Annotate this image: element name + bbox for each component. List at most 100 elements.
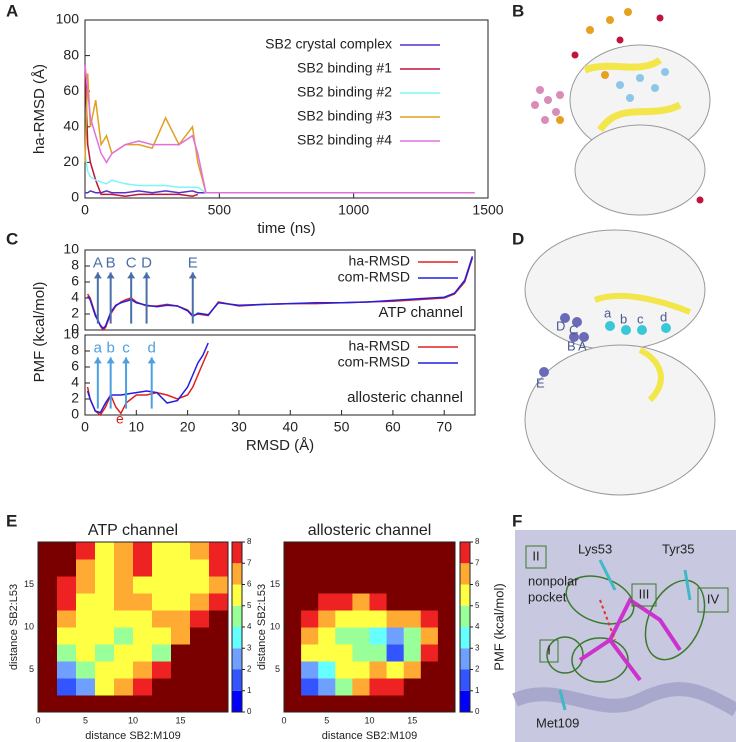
colorbar-segment xyxy=(232,648,242,670)
contour-cell xyxy=(386,559,405,577)
contour-cell xyxy=(95,559,115,577)
contour-cell xyxy=(318,542,336,560)
contour-cell xyxy=(369,559,388,577)
contour-cell xyxy=(386,627,405,645)
contour-cell xyxy=(352,593,370,611)
contour-cell xyxy=(403,593,422,611)
colorbar-tick-label: 8 xyxy=(475,537,480,546)
contour-cell xyxy=(369,593,388,611)
contour-cell xyxy=(284,678,302,696)
panel-label: E xyxy=(6,511,17,530)
contour-cell xyxy=(335,678,353,696)
contour-cell xyxy=(284,661,302,679)
contour-cell xyxy=(38,627,58,645)
y-tick-label: 2 xyxy=(71,390,79,406)
contour-cell xyxy=(95,542,115,560)
contour-cell xyxy=(152,627,172,645)
colorbar-tick-label: 3 xyxy=(247,643,252,652)
contour-cell xyxy=(352,559,370,577)
series-line xyxy=(84,64,199,197)
x-tick-label: 20 xyxy=(180,419,196,435)
contour-cell xyxy=(284,576,302,594)
site-label: B xyxy=(567,338,576,353)
y-tick-label: 8 xyxy=(71,342,79,358)
contour-cell xyxy=(95,576,115,594)
colorbar-tick-label: 5 xyxy=(475,601,480,610)
contour-cell xyxy=(335,644,353,662)
y-tick-label: 0 xyxy=(71,189,79,205)
residue-label: Tyr35 xyxy=(662,541,695,556)
contour-cell xyxy=(133,576,153,594)
y-tick-label: 6 xyxy=(71,273,79,289)
x-tick-label: 60 xyxy=(385,419,401,435)
contour-cell xyxy=(301,559,319,577)
colorbar-frame xyxy=(459,541,471,713)
contour-cell xyxy=(335,559,353,577)
x-tick-label: 10 xyxy=(128,715,138,725)
contour-cell xyxy=(352,576,370,594)
contour-cell xyxy=(171,559,191,577)
region-label: II xyxy=(532,548,539,563)
arrow-label: c xyxy=(122,339,130,356)
contour-cell xyxy=(133,610,153,628)
contour-cell xyxy=(301,610,319,628)
contour-cell xyxy=(284,593,302,611)
contour-cell xyxy=(335,627,353,645)
x-tick-label: 50 xyxy=(334,419,350,435)
colorbar-segment xyxy=(232,584,242,606)
contour-cell xyxy=(57,559,77,577)
contour-cell xyxy=(171,610,191,628)
site-label: b xyxy=(620,311,627,326)
arrow-head xyxy=(142,272,151,279)
contour-cell xyxy=(335,610,353,628)
contour-cell xyxy=(352,627,370,645)
contour-cell xyxy=(437,661,456,679)
arrow-label: E xyxy=(188,254,198,271)
y-tick-label: 10 xyxy=(63,241,79,257)
contour-cell xyxy=(403,542,422,560)
residue-label: Met109 xyxy=(536,715,579,730)
contour-cell xyxy=(76,559,96,577)
contour-cell xyxy=(386,593,405,611)
legend-label: com-RMSD xyxy=(338,354,410,370)
y-axis-label: PMF (kcal/mol) xyxy=(31,282,48,383)
contour-cell xyxy=(95,627,115,645)
contour-cell xyxy=(133,678,153,696)
contour-cell xyxy=(171,678,191,696)
y-tick-label: 0 xyxy=(71,406,79,422)
contour-cell xyxy=(38,695,58,713)
contour-cell xyxy=(352,678,370,696)
contour-cell xyxy=(386,542,405,560)
contour-cell xyxy=(38,610,58,628)
plot-frame xyxy=(84,249,476,331)
panel-label: F xyxy=(512,511,522,530)
contour-cell xyxy=(403,678,422,696)
contour-cell xyxy=(190,576,210,594)
contour-cell xyxy=(386,576,405,594)
panel-label: B xyxy=(512,1,524,20)
contour-cell xyxy=(114,627,134,645)
contour-cell xyxy=(301,695,319,713)
contour-cell xyxy=(38,644,58,662)
contour-cell xyxy=(57,593,77,611)
colorbar-segment xyxy=(460,542,470,564)
contour-cell xyxy=(76,695,96,713)
contour-cell xyxy=(318,576,336,594)
legend-label: ha-RMSD xyxy=(349,338,410,354)
legend-label: ha-RMSD xyxy=(349,253,410,269)
arrow-head xyxy=(93,357,102,364)
contour-cell xyxy=(190,695,210,713)
colorbar-segment xyxy=(232,563,242,585)
x-axis-label: RMSD (Å) xyxy=(246,437,314,454)
contour-cell xyxy=(369,627,388,645)
contour-cell xyxy=(335,695,353,713)
series-line xyxy=(84,73,475,194)
site-label: a xyxy=(604,305,612,320)
contour-cell xyxy=(152,644,172,662)
contour-cell xyxy=(369,661,388,679)
legend-label: SB2 crystal complex xyxy=(265,36,392,52)
contour-cell xyxy=(171,661,191,679)
contour-cell xyxy=(318,593,336,611)
contour-cell xyxy=(420,576,439,594)
